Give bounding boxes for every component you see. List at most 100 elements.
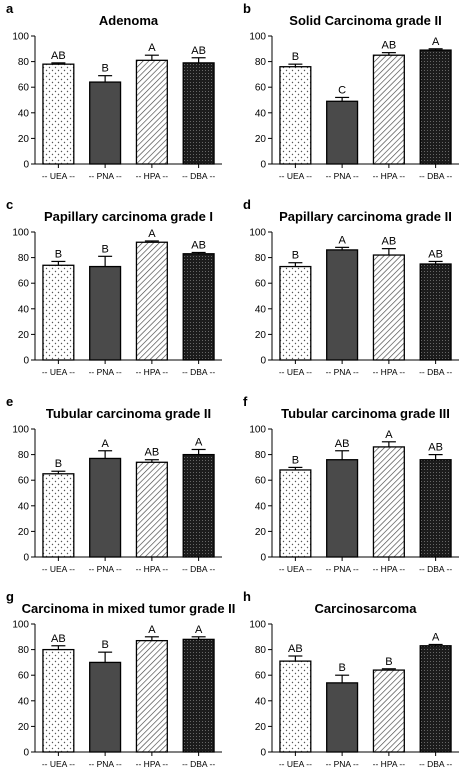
significance-label: C bbox=[338, 84, 346, 96]
bar-hpa bbox=[135, 461, 168, 558]
significance-label: A bbox=[432, 631, 440, 643]
y-tick-label: 40 bbox=[18, 696, 30, 707]
y-tick-label: 80 bbox=[255, 253, 267, 264]
bar-hpa bbox=[372, 254, 405, 361]
y-tick-label: 60 bbox=[255, 83, 267, 94]
bar-uea bbox=[279, 660, 312, 753]
bar-hpa bbox=[372, 446, 405, 558]
significance-label: A bbox=[338, 234, 346, 246]
bar-pna bbox=[89, 265, 122, 361]
y-tick-label: 100 bbox=[12, 228, 29, 239]
panel-letter: h bbox=[243, 589, 251, 604]
chart-panel-e: e Tubular carcinoma grade II 0 20 40 60 80 100 B… bbox=[6, 394, 222, 574]
significance-label: A bbox=[195, 436, 203, 448]
chart-panel-a: a Adenoma 0 20 40 60 80 100 AB -- UEA -- B -- PNA -… bbox=[6, 1, 222, 181]
x-tick-label: -- HPA -- bbox=[136, 564, 169, 574]
chart-title: Solid Carcinoma grade II bbox=[289, 13, 441, 28]
y-tick-label: 0 bbox=[260, 553, 266, 564]
chart-panel-d: d Papillary carcinoma grade II 0 20 40 60 80 10… bbox=[243, 197, 459, 377]
x-tick-label: -- HPA -- bbox=[136, 171, 169, 181]
y-tick-label: 60 bbox=[255, 671, 267, 682]
y-tick-label: 60 bbox=[18, 671, 30, 682]
y-tick-label: 0 bbox=[260, 748, 266, 759]
significance-label: AB bbox=[382, 40, 397, 52]
y-tick-label: 40 bbox=[255, 501, 267, 512]
bar-uea bbox=[279, 66, 312, 165]
y-tick-label: 0 bbox=[23, 356, 29, 367]
y-tick-label: 100 bbox=[249, 620, 266, 631]
significance-label: AB bbox=[382, 236, 397, 248]
significance-label: AB bbox=[191, 45, 206, 57]
x-tick-label: -- HPA -- bbox=[373, 367, 406, 377]
chart-title: Carcinosarcoma bbox=[315, 601, 418, 616]
y-tick-label: 40 bbox=[255, 108, 267, 119]
chart-panel-b: b Solid Carcinoma grade II 0 20 40 60 80 100 B --… bbox=[243, 1, 459, 181]
x-tick-label: -- DBA -- bbox=[419, 171, 452, 181]
y-tick-label: 80 bbox=[18, 253, 30, 264]
panel-letter: b bbox=[243, 1, 251, 16]
bar-dba bbox=[182, 253, 215, 361]
y-tick-label: 80 bbox=[18, 450, 30, 461]
y-tick-label: 80 bbox=[18, 645, 30, 656]
y-tick-label: 60 bbox=[18, 476, 30, 487]
y-tick-label: 20 bbox=[18, 134, 30, 145]
panel-letter: c bbox=[6, 197, 13, 212]
bar-pna bbox=[326, 249, 359, 361]
significance-label: B bbox=[101, 63, 108, 75]
y-tick-label: 40 bbox=[255, 696, 267, 707]
significance-label: B bbox=[55, 458, 62, 470]
chart-title: Tubular carcinoma grade II bbox=[46, 406, 211, 421]
y-tick-label: 0 bbox=[23, 553, 29, 564]
significance-label: A bbox=[148, 624, 156, 636]
y-tick-label: 20 bbox=[255, 527, 267, 538]
y-tick-label: 100 bbox=[12, 32, 29, 43]
x-tick-label: -- DBA -- bbox=[419, 759, 452, 769]
y-tick-label: 60 bbox=[18, 83, 30, 94]
y-tick-label: 20 bbox=[18, 722, 30, 733]
y-tick-label: 20 bbox=[18, 527, 30, 538]
x-tick-label: -- UEA -- bbox=[279, 564, 312, 574]
significance-label: AB bbox=[428, 442, 443, 454]
y-tick-label: 20 bbox=[18, 330, 30, 341]
y-tick-label: 0 bbox=[23, 748, 29, 759]
significance-label: B bbox=[101, 243, 108, 255]
bar-dba bbox=[419, 645, 452, 753]
significance-label: B bbox=[55, 248, 62, 260]
y-tick-label: 100 bbox=[12, 425, 29, 436]
y-tick-label: 60 bbox=[255, 279, 267, 290]
y-tick-label: 40 bbox=[18, 501, 30, 512]
x-tick-label: -- DBA -- bbox=[182, 367, 215, 377]
significance-label: AB bbox=[51, 50, 66, 62]
x-tick-label: -- PNA -- bbox=[89, 367, 122, 377]
y-tick-label: 80 bbox=[255, 645, 267, 656]
y-tick-label: 0 bbox=[23, 160, 29, 171]
chart-title: Papillary carcinoma grade II bbox=[279, 209, 452, 224]
panel-letter: d bbox=[243, 197, 251, 212]
y-tick-label: 40 bbox=[18, 108, 30, 119]
x-tick-label: -- UEA -- bbox=[279, 367, 312, 377]
bar-dba bbox=[182, 453, 215, 558]
significance-label: AB bbox=[51, 633, 66, 645]
bar-hpa bbox=[372, 669, 405, 753]
bar-pna bbox=[89, 81, 122, 165]
bar-uea bbox=[42, 264, 75, 361]
bar-pna bbox=[326, 459, 359, 558]
bar-pna bbox=[89, 661, 122, 753]
bar-pna bbox=[89, 457, 122, 558]
y-tick-label: 100 bbox=[12, 620, 29, 631]
y-tick-label: 100 bbox=[249, 228, 266, 239]
significance-label: A bbox=[148, 42, 156, 54]
panel-letter: g bbox=[6, 589, 14, 604]
x-tick-label: -- PNA -- bbox=[89, 759, 122, 769]
chart-panel-f: f Tubular carcinoma grade III 0 20 40 60 80 100… bbox=[243, 394, 459, 574]
x-tick-label: -- UEA -- bbox=[279, 759, 312, 769]
bar-pna bbox=[326, 682, 359, 753]
significance-label: A bbox=[101, 438, 109, 450]
x-tick-label: -- PNA -- bbox=[326, 171, 359, 181]
y-tick-label: 20 bbox=[255, 722, 267, 733]
chart-panel-c: c Papillary carcinoma grade I 0 20 40 60 80 100… bbox=[6, 197, 222, 377]
significance-label: AB bbox=[288, 643, 303, 655]
bar-pna bbox=[326, 100, 359, 165]
x-tick-label: -- HPA -- bbox=[373, 564, 406, 574]
significance-label: B bbox=[292, 51, 299, 63]
